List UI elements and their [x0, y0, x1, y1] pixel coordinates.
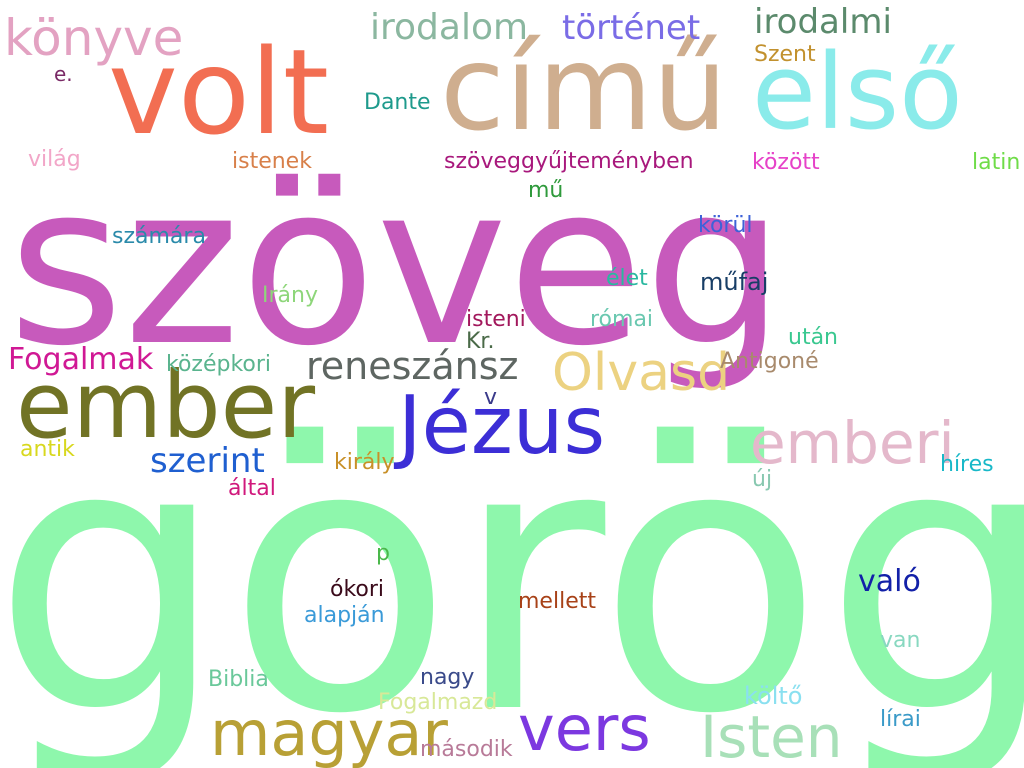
word-uj: új [752, 467, 773, 492]
word-kr: Kr. [466, 329, 495, 354]
word-szent: Szent [754, 42, 816, 67]
word-tortenet: történet [562, 8, 701, 48]
word-jezus: Jézus [398, 379, 606, 472]
word-szoveg: szöveg [8, 137, 785, 395]
word-szamara: számára [112, 224, 206, 249]
word-fogalmak: Fogalmak [8, 342, 154, 377]
word-kozepkori: középkori [166, 352, 272, 377]
word-olvasd: Olvasd [552, 343, 731, 403]
word-reneszansz: reneszánsz [306, 344, 519, 388]
word-isten: Isten [700, 703, 843, 768]
word-vilag: világ [28, 147, 81, 172]
word-konyve: könyve [4, 9, 184, 67]
word-irodalmi: irodalmi [754, 2, 892, 42]
word-kiraly: király [334, 450, 395, 475]
word-vers: vers [518, 692, 651, 765]
word-antigone: Antigoné [720, 349, 819, 374]
word-elet: élet [606, 266, 648, 291]
word-v: v [484, 385, 498, 410]
word-fogalmazd: Fogalmazd [378, 690, 498, 715]
word-altal: által [228, 476, 276, 501]
word-kozott: között [752, 150, 820, 175]
word-hires: híres [940, 452, 994, 477]
word-korul: körül [698, 213, 753, 238]
word-emberi: emberi [750, 409, 955, 477]
word-szoveggyujtemenyben: szöveggyűjteményben [444, 149, 694, 174]
word-p: p [376, 541, 390, 566]
word-irodalom: irodalom [370, 7, 529, 48]
word-okori: ókori [330, 577, 385, 602]
word-mufaj: műfaj [700, 268, 769, 296]
word-masodik: második [420, 737, 513, 762]
word-isteni: isteni [466, 307, 526, 332]
word-ember: ember [16, 352, 316, 459]
word-e: e. [54, 62, 73, 86]
word-volt: volt [108, 23, 330, 161]
word-mellett: mellett [518, 589, 596, 614]
word-elso: első [752, 31, 963, 153]
word-istenek: istenek [232, 149, 312, 174]
word-utan: után [788, 325, 838, 350]
word-irany: Irány [262, 283, 318, 308]
word-szerint: szerint [150, 441, 265, 481]
word-antik: antik [20, 437, 75, 462]
word-biblia: Biblia [208, 667, 269, 692]
word-valo: való [858, 564, 921, 599]
word-van: van [880, 628, 921, 653]
word-magyar: magyar [210, 697, 448, 768]
word-kolto: költő [744, 682, 803, 710]
word-nagy: nagy [420, 665, 475, 690]
word-mu: mű [528, 178, 564, 203]
word-dante: Dante [364, 90, 431, 115]
word-gorog: görög [0, 365, 1024, 768]
word-romai: római [590, 307, 654, 332]
word-latin: latin [972, 150, 1021, 175]
word-cimu: című [440, 19, 728, 157]
word-lirai: lírai [880, 707, 921, 732]
word-alapjan: alapján [304, 603, 385, 628]
